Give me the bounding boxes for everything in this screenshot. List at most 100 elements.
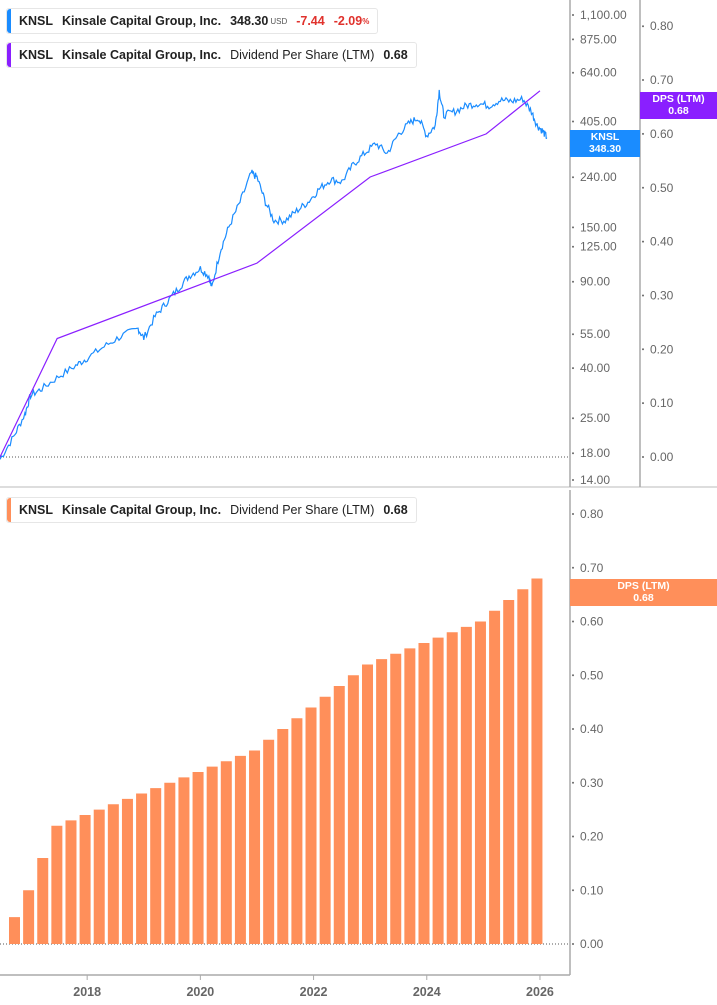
bar-tick [572, 566, 574, 569]
price-tick [572, 452, 574, 455]
legend-value: 0.68 [383, 503, 408, 517]
x-tick-label: 2020 [186, 985, 214, 999]
dps-legend-color [7, 43, 11, 67]
dps-bar [263, 739, 275, 944]
dps-bar [37, 858, 49, 944]
dps-bar [234, 755, 246, 944]
dps-bar [164, 782, 176, 944]
dps-tick-label: 0.10 [650, 396, 674, 410]
price-tick-label: 405.00 [580, 114, 617, 128]
bar-tick-label: 0.70 [580, 561, 604, 575]
bar-tick [572, 781, 574, 784]
price-tick [572, 417, 574, 420]
dps-bar [376, 659, 388, 944]
dps-bar [432, 637, 444, 944]
dps-bar [531, 578, 543, 944]
bar-tick-label: 0.50 [580, 668, 604, 682]
dps-tick-label: 0.60 [650, 127, 674, 141]
dps-bar [65, 820, 77, 944]
price-tick [572, 38, 574, 41]
dps-tick-label: 0.00 [650, 450, 674, 464]
price-tick [572, 367, 574, 370]
price-tick-label: 55.00 [580, 327, 610, 341]
bar-tag-value: 0.68 [633, 592, 654, 604]
dps-tick [642, 240, 644, 243]
dps-bar [362, 664, 373, 944]
dps-bar [220, 761, 232, 944]
bar-tick [572, 943, 574, 945]
legend-currency: USD [270, 16, 288, 26]
price-tag-value: 348.30 [588, 143, 622, 155]
price-line [0, 89, 548, 460]
dps-bar [474, 621, 486, 944]
bar-tick-label: 0.00 [580, 937, 604, 951]
price-tick-label: 1,100.00 [580, 8, 627, 22]
dps-tick-label: 0.40 [650, 235, 674, 249]
dps-bar [23, 890, 35, 944]
price-tick [572, 14, 574, 17]
bar-tick [572, 728, 574, 730]
dps-bar [79, 815, 91, 944]
dps-bar [249, 750, 261, 944]
dps-bar [107, 804, 119, 944]
bar-tick-label: 0.60 [580, 615, 604, 629]
bar-tick [572, 674, 574, 677]
legend-company: Kinsale Capital Group, Inc. [62, 48, 222, 62]
legend-pct-sign: % [362, 16, 370, 26]
price-tick [572, 280, 574, 283]
price-tick [572, 333, 574, 336]
dps-tick [642, 348, 644, 351]
legend-ticker: KNSL [19, 48, 54, 62]
price-tick-label: 875.00 [580, 32, 617, 46]
price-legend[interactable]: KNSL Kinsale Capital Group, Inc. 348.30 … [6, 8, 379, 34]
dps-bar [150, 788, 162, 944]
legend-value: 0.68 [383, 48, 408, 62]
price-tag: KNSL 348.30 [570, 130, 640, 157]
dps-tag: DPS (LTM) 0.68 [640, 92, 717, 119]
bar-tick [572, 889, 574, 892]
bar-tag: DPS (LTM) 0.68 [570, 579, 717, 606]
dps-tick-label: 0.70 [650, 73, 674, 87]
dps-bar [93, 809, 105, 944]
dps-tick-label: 0.50 [650, 181, 674, 195]
legend-change-pct: -2.09 [333, 14, 363, 28]
dps-bar [305, 707, 317, 944]
dps-bar [460, 626, 472, 944]
dps-legend-top[interactable]: KNSL Kinsale Capital Group, Inc. Dividen… [6, 42, 417, 68]
price-tick-label: 40.00 [580, 361, 610, 375]
dps-tick-label: 0.80 [650, 19, 674, 33]
legend-company: Kinsale Capital Group, Inc. [62, 503, 222, 517]
bar-tick-label: 0.30 [580, 776, 604, 790]
legend-ticker: KNSL [19, 14, 54, 28]
price-tick [572, 479, 574, 482]
bar-tick [572, 835, 574, 838]
dps-bar [9, 917, 20, 944]
price-tick [572, 120, 574, 123]
legend-metric: Dividend Per Share (LTM) [230, 48, 375, 62]
dps-bar [121, 798, 133, 944]
dps-tick [642, 132, 644, 135]
price-tick-label: 90.00 [580, 275, 610, 289]
dps-legend-bottom[interactable]: KNSL Kinsale Capital Group, Inc. Dividen… [6, 497, 417, 523]
x-tick-label: 2024 [413, 985, 441, 999]
price-tick-label: 240.00 [580, 170, 617, 184]
dps-tick [642, 402, 644, 405]
dps-tick [642, 294, 644, 297]
dps-bar [136, 793, 148, 944]
dps-line [0, 90, 541, 458]
bar-tick-label: 0.40 [580, 722, 604, 736]
legend-change: -7.44 [296, 14, 325, 28]
dps-bar [333, 686, 345, 944]
dps-tick [642, 25, 644, 28]
bar-legend-color [7, 498, 11, 522]
price-tick [572, 71, 574, 74]
bar-tag-name: DPS (LTM) [617, 580, 670, 592]
bar-tick-label: 0.20 [580, 830, 604, 844]
dps-tick [642, 186, 644, 189]
bar-tick [572, 620, 574, 623]
dps-tag-value: 0.68 [668, 105, 689, 117]
dps-bar [51, 825, 63, 944]
price-tick-label: 125.00 [580, 240, 617, 254]
dps-bar [418, 643, 430, 944]
